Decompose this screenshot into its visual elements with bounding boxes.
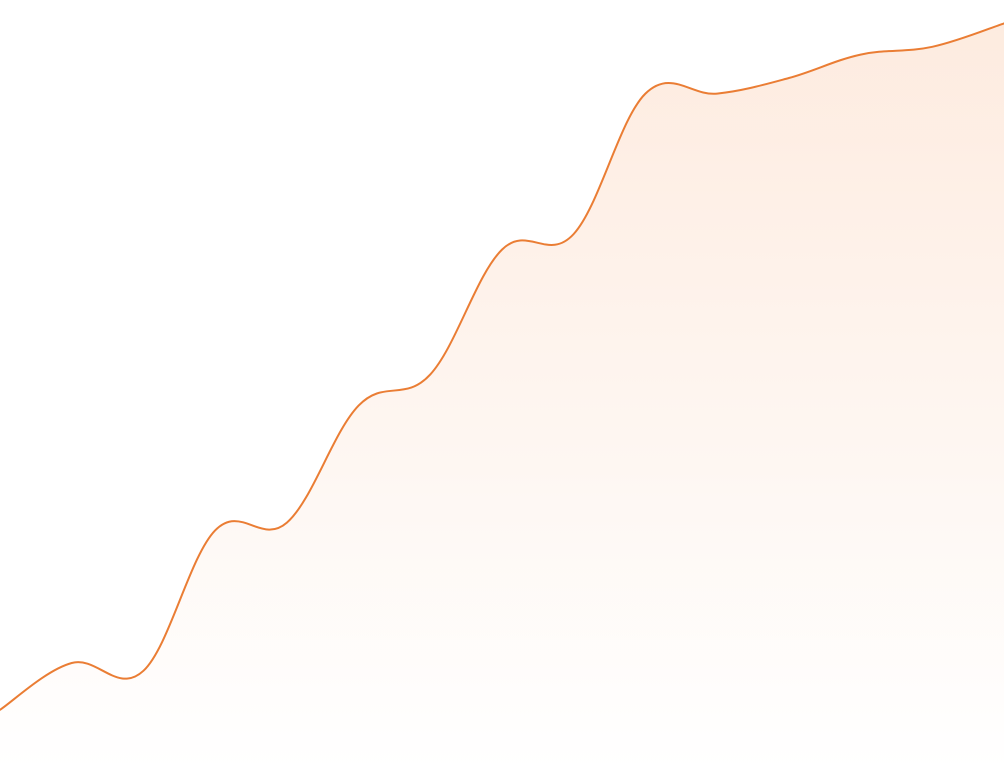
line-layer bbox=[0, 22, 1004, 711]
series-line bbox=[0, 22, 1004, 711]
series-area-fill bbox=[0, 23, 1004, 770]
area-layer bbox=[0, 23, 1004, 770]
